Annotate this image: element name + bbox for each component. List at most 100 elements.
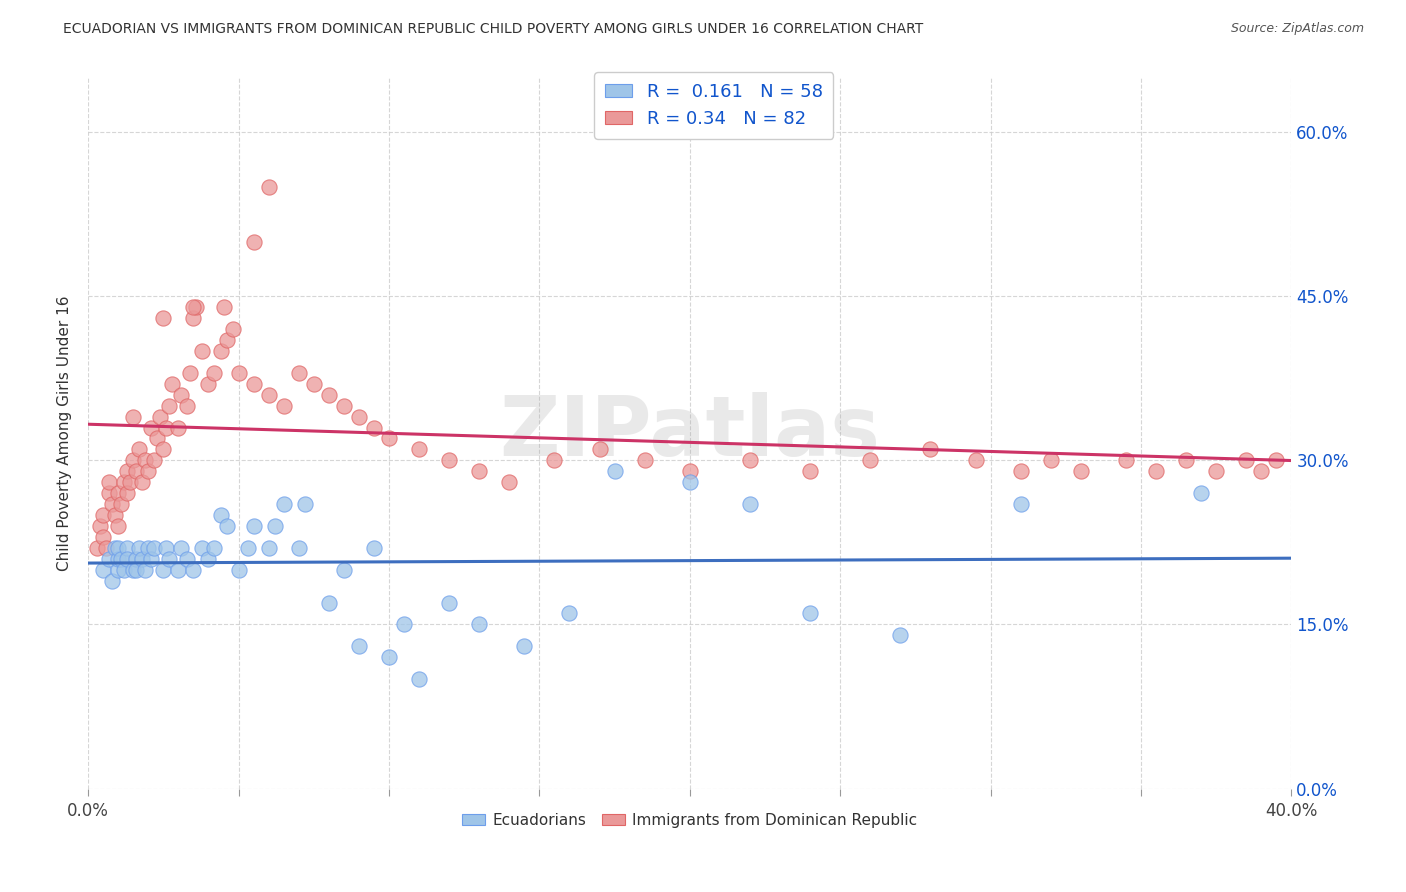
Point [117, 541, 139, 555]
Point [513, 640, 536, 654]
Point [98, 475, 121, 490]
Point [179, 366, 201, 380]
Point [1265, 453, 1288, 467]
Point [468, 617, 491, 632]
Point [588, 442, 610, 457]
Point [392, 617, 415, 632]
Point [122, 563, 145, 577]
Point [1175, 453, 1198, 467]
Text: ZIPatlas: ZIPatlas [499, 392, 880, 474]
Point [1010, 497, 1032, 511]
Point [128, 541, 150, 555]
Point [112, 563, 135, 577]
Point [186, 300, 208, 314]
Point [98, 486, 121, 500]
Point [107, 541, 129, 555]
Point [176, 399, 198, 413]
Point [98, 551, 121, 566]
Point [136, 541, 159, 555]
Point [191, 343, 214, 358]
Point [965, 453, 987, 467]
Point [228, 366, 250, 380]
Point [287, 366, 309, 380]
Point [183, 311, 205, 326]
Point [347, 640, 370, 654]
Point [134, 563, 156, 577]
Point [889, 628, 911, 642]
Point [162, 376, 184, 391]
Y-axis label: Child Poverty Among Girls Under 16: Child Poverty Among Girls Under 16 [58, 295, 72, 571]
Point [155, 541, 177, 555]
Point [1070, 464, 1092, 478]
Point [101, 497, 124, 511]
Point [117, 486, 139, 500]
Point [155, 420, 177, 434]
Point [125, 464, 148, 478]
Point [799, 464, 821, 478]
Point [242, 519, 264, 533]
Point [209, 508, 232, 522]
Point [263, 519, 285, 533]
Point [112, 475, 135, 490]
Point [242, 235, 264, 249]
Point [157, 399, 180, 413]
Point [197, 376, 219, 391]
Point [679, 475, 702, 490]
Point [183, 563, 205, 577]
Point [859, 453, 882, 467]
Point [134, 453, 156, 467]
Point [318, 596, 340, 610]
Point [378, 650, 401, 665]
Point [117, 464, 139, 478]
Point [920, 442, 942, 457]
Point [437, 453, 460, 467]
Point [257, 387, 280, 401]
Point [347, 409, 370, 424]
Point [101, 574, 124, 588]
Point [257, 541, 280, 555]
Point [287, 541, 309, 555]
Point [107, 519, 129, 533]
Point [333, 399, 356, 413]
Point [1115, 453, 1137, 467]
Point [89, 519, 111, 533]
Point [1144, 464, 1167, 478]
Point [183, 300, 205, 314]
Point [603, 464, 626, 478]
Text: Source: ZipAtlas.com: Source: ZipAtlas.com [1230, 22, 1364, 36]
Point [257, 179, 280, 194]
Point [236, 541, 259, 555]
Point [167, 563, 190, 577]
Point [1010, 464, 1032, 478]
Point [333, 563, 356, 577]
Text: ECUADORIAN VS IMMIGRANTS FROM DOMINICAN REPUBLIC CHILD POVERTY AMONG GIRLS UNDER: ECUADORIAN VS IMMIGRANTS FROM DOMINICAN … [63, 22, 924, 37]
Point [104, 508, 127, 522]
Point [141, 420, 163, 434]
Point [221, 322, 243, 336]
Point [209, 343, 232, 358]
Point [122, 453, 145, 467]
Point [91, 530, 114, 544]
Point [242, 376, 264, 391]
Point [408, 442, 430, 457]
Point [128, 442, 150, 457]
Point [408, 672, 430, 686]
Point [363, 420, 385, 434]
Point [273, 399, 295, 413]
Point [131, 551, 153, 566]
Point [738, 497, 761, 511]
Point [1189, 486, 1212, 500]
Point [558, 607, 581, 621]
Point [318, 387, 340, 401]
Point [543, 453, 565, 467]
Point [294, 497, 316, 511]
Point [437, 596, 460, 610]
Point [215, 519, 238, 533]
Point [122, 409, 145, 424]
Point [468, 464, 491, 478]
Point [204, 366, 226, 380]
Point [125, 563, 148, 577]
Point [152, 311, 174, 326]
Point [152, 442, 174, 457]
Point [110, 497, 132, 511]
